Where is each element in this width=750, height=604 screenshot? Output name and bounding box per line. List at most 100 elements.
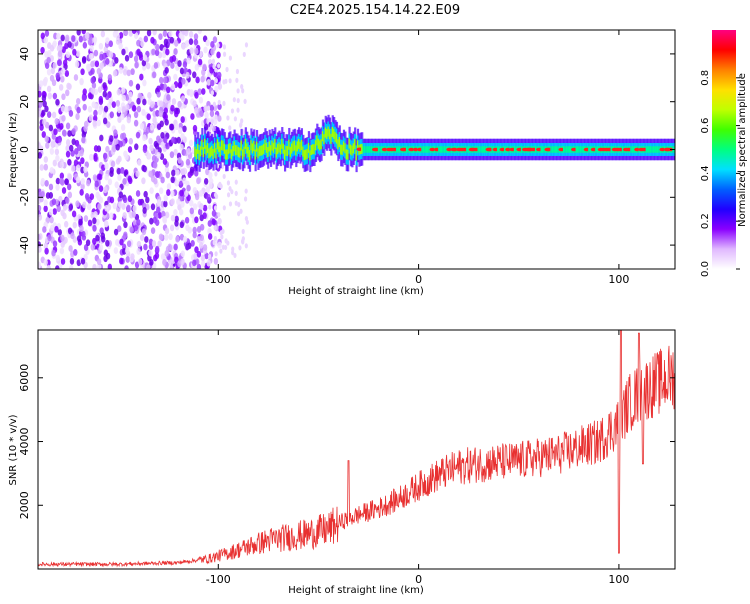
spectrogram-noise-cell: [176, 136, 181, 144]
spectrogram-noise-cell: [44, 247, 49, 255]
spectrogram-signal-core: [236, 145, 239, 156]
spectrogram-noise-cell: [188, 30, 194, 38]
spectrogram-noise-cell: [43, 156, 49, 163]
spectrogram-signal-core: [309, 150, 312, 161]
spectrogram-signal-core: [337, 139, 340, 150]
spectrogram-noise-cell: [146, 152, 152, 160]
spectrogram-noise-cell: [232, 97, 236, 103]
spectrogram-noise-cell: [55, 72, 60, 80]
spectrogram-noise-cell: [61, 46, 66, 54]
spectrogram-noise-cell: [230, 108, 235, 114]
spectrogram-noise-cell: [113, 247, 119, 254]
spectrogram-noise-cell: [93, 109, 98, 117]
spectrogram-noise-cell: [41, 131, 46, 138]
spectrogram-noise-cell: [214, 251, 218, 257]
spectrogram-signal-core: [439, 146, 442, 153]
spectrogram-noise-cell: [98, 196, 104, 204]
spectrogram-noise-cell: [184, 216, 190, 224]
spectrogram-noise-cell: [162, 258, 167, 266]
spectrogram-noise-cell: [71, 128, 76, 135]
spectrogram-noise-cell: [219, 248, 223, 254]
spectrogram-noise-cell: [155, 43, 160, 51]
spectrogram-noise-cell: [174, 256, 179, 264]
spectrogram-noise-cell: [225, 66, 229, 73]
spectrogram-noise-cell: [158, 100, 164, 108]
spectrogram-noise-cell: [60, 234, 65, 242]
spectrogram-noise-cell: [136, 248, 141, 255]
spectrogram-noise-cell: [228, 78, 232, 84]
spectrogram-noise-cell: [64, 178, 69, 186]
spectrogram-noise-cell: [236, 107, 240, 113]
spectrogram-noise-cell: [48, 208, 54, 216]
spectrogram-noise-cell: [47, 49, 52, 57]
spectrogram-noise-cell: [62, 59, 68, 67]
spectrogram-signal-core: [656, 146, 660, 153]
spectrogram-noise-cell: [128, 137, 134, 145]
spectrogram-noise-cell: [76, 97, 81, 105]
spectrogram-noise-cell: [114, 181, 119, 189]
spectrogram-noise-cell: [103, 220, 109, 227]
colorbar-tick-label: 0.8: [700, 70, 711, 86]
spectrogram-noise-cell: [182, 61, 188, 68]
spectrogram-noise-cell: [205, 168, 210, 176]
spectrogram-noise-cell: [190, 113, 195, 120]
spectrogram-noise-cell: [216, 51, 221, 59]
colorbar-ticks: 0.0 0.2 0.4 0.6 0.8: [700, 70, 740, 277]
spectrogram-noise-cell: [49, 148, 55, 155]
spectrogram-noise-cell: [155, 109, 160, 117]
spectrogram-noise-cell: [217, 217, 222, 225]
spectrogram-noise-cell: [49, 216, 54, 224]
spectrogram-noise-cell: [89, 193, 95, 201]
spectrogram-noise-cell: [52, 92, 58, 100]
spectrogram-noise-cell: [85, 239, 91, 247]
spectrogram-noise-cell: [179, 189, 184, 197]
spectrogram-noise-cell: [43, 163, 49, 171]
spectrogram-noise-cell: [181, 77, 186, 85]
spectrogram-noise-cell: [65, 51, 71, 59]
spectrogram-noise-cell: [174, 219, 179, 227]
spectrogram-noise-cell: [46, 56, 51, 64]
spectrogram-noise-cell: [39, 164, 44, 171]
spectrogram-noise-cell: [81, 136, 86, 144]
spectrogram-noise-cell: [163, 136, 168, 144]
spectrogram-noise-cell: [157, 240, 162, 248]
spectrogram-noise-cell: [40, 46, 45, 54]
spectrogram-noise-cell: [142, 165, 147, 173]
spectrogram-noise-cell: [75, 176, 81, 184]
spectrogram-noise-cell: [199, 203, 204, 210]
spectrogram-y-tick-label: 40: [18, 47, 31, 61]
spectrogram-noise-cell: [134, 261, 140, 269]
spectrogram-noise-cell: [59, 172, 65, 180]
spectrogram-noise-cell: [64, 70, 70, 77]
spectrogram-noise-cell: [146, 30, 152, 37]
spectrogram-signal-core: [651, 146, 654, 153]
spectrogram-noise-cell: [148, 137, 153, 145]
spectrogram-signal-core: [540, 146, 543, 153]
spectrogram-noise-cell: [57, 161, 62, 168]
spectrogram-noise-cell: [38, 151, 43, 159]
spectrogram-noise-cell: [133, 111, 139, 119]
spectrogram-noise-cell: [180, 33, 185, 41]
spectrogram-noise-cell: [109, 111, 114, 119]
spectrogram-noise-cell: [153, 254, 158, 262]
spectrogram-noise-cell: [105, 37, 110, 44]
spectrogram-noise-cell: [158, 76, 164, 84]
spectrogram-noise-cell: [226, 115, 230, 121]
spectrogram-noise-cell: [156, 90, 161, 98]
spectrogram-noise-cell: [187, 171, 192, 179]
spectrogram-noise-cell: [136, 97, 141, 105]
spectrogram-noise-cell: [213, 225, 217, 231]
spectrogram-noise-cell: [237, 211, 241, 217]
spectrogram-noise-cell: [142, 134, 147, 142]
spectrogram-noise-cell: [68, 264, 74, 269]
spectrogram-noise-cell: [214, 171, 218, 177]
spectrogram-signal-core: [425, 146, 428, 153]
spectrogram-noise-cell: [109, 212, 114, 220]
spectrogram-noise-cell: [94, 180, 99, 188]
spectrogram-noise-cell: [158, 110, 163, 118]
spectrogram-noise-cell: [164, 227, 170, 235]
spectrogram-noise-cell: [213, 235, 217, 242]
spectrogram-noise-cell: [135, 190, 141, 197]
spectrogram-noise-cell: [74, 60, 80, 68]
spectrogram-noise-cell: [217, 71, 222, 79]
